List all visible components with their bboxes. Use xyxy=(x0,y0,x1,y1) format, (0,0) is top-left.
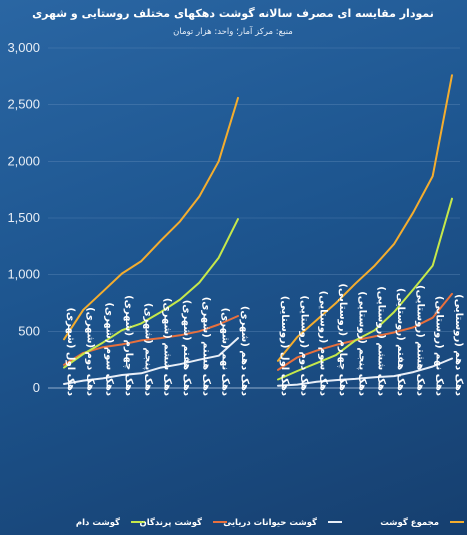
series-line-total-group-2 xyxy=(277,74,453,362)
y-tick-label: 0 xyxy=(33,380,40,395)
x-tick-label: دهک چهارم (روستایی) xyxy=(337,283,348,396)
x-tick-label: دهک دهم (شهری) xyxy=(239,306,250,396)
y-tick-label: 2,500 xyxy=(7,97,40,112)
series-lines xyxy=(63,74,453,387)
x-tick-label: دهک هفتم (شهری) xyxy=(181,300,192,396)
chart-subtitle: منبع: مرکز آمار؛ واحد: هزار تومان xyxy=(173,25,293,37)
legend-label-poultry: گوشت پرندگان xyxy=(139,517,202,528)
x-tick-label: دهک چهارم (شهری) xyxy=(123,295,134,396)
y-axis: 0 500 1,000 1,500 2,000 2,500 3,000 xyxy=(7,40,40,395)
x-tick-label: دهک دوم (شهری) xyxy=(84,307,95,396)
x-tick-label: دهک هفتم (روستایی) xyxy=(395,288,406,396)
grid-layer xyxy=(48,47,460,389)
series-line-red-meat-group-2 xyxy=(277,197,453,381)
y-tick-label: 3,000 xyxy=(7,40,40,55)
x-tick-label: دهک دهم (روستایی) xyxy=(453,294,464,396)
x-tick-label: دهک نهم (شهری) xyxy=(220,308,231,396)
x-tick-label: دهک دوم (روستایی) xyxy=(298,295,309,396)
y-tick-label: 500 xyxy=(18,323,40,338)
series-line-poultry-group-2 xyxy=(277,292,453,371)
x-tick-label: دهک ششم (شهری) xyxy=(162,298,173,396)
x-tick-label: دهک سوم (شهری) xyxy=(104,302,115,396)
series-line-seafood-group-2 xyxy=(277,357,453,387)
y-tick-label: 1,000 xyxy=(7,267,40,282)
x-axis: دهک اول (شهری) دهک دوم (شهری) دهک سوم (شهر… xyxy=(65,283,464,396)
series-line-total-group-1 xyxy=(63,96,239,341)
x-tick-label: دهک هشتم (شهری) xyxy=(200,297,211,396)
x-tick-label: دهک پنجم (شهری) xyxy=(142,303,153,396)
x-tick-label: دهک ششم (روستایی) xyxy=(376,286,387,396)
y-tick-label: 2,000 xyxy=(7,153,40,168)
x-tick-label: دهک اول (شهری) xyxy=(65,307,76,396)
series-line-seafood-group-1 xyxy=(63,337,239,385)
series-line-red-meat-group-1 xyxy=(63,218,239,369)
legend-label-red-meat: گوشت دام xyxy=(76,517,120,528)
x-tick-label: دهک هشتم (روستایی) xyxy=(414,285,425,396)
legend: گوشت دام گوشت پرندگان گوشت حیوانات دریایی م… xyxy=(76,517,464,528)
legend-label-seafood: گوشت حیوانات دریایی xyxy=(223,517,317,528)
x-tick-label: دهک سوم (روستایی) xyxy=(318,291,329,396)
series-line-poultry-group-1 xyxy=(63,315,239,366)
x-tick-label: دهک پنجم (روستایی) xyxy=(356,291,367,396)
legend-label-total: مجموع گوشت xyxy=(380,517,439,528)
x-tick-label: دهک اول (روستایی) xyxy=(279,296,290,396)
x-tick-label: دهک نهم (روستایی) xyxy=(434,296,445,396)
chart-title: نمودار مقایسه ای مصرف سالانه گوشت دهکهای… xyxy=(32,7,434,20)
y-tick-label: 1,500 xyxy=(7,210,40,225)
